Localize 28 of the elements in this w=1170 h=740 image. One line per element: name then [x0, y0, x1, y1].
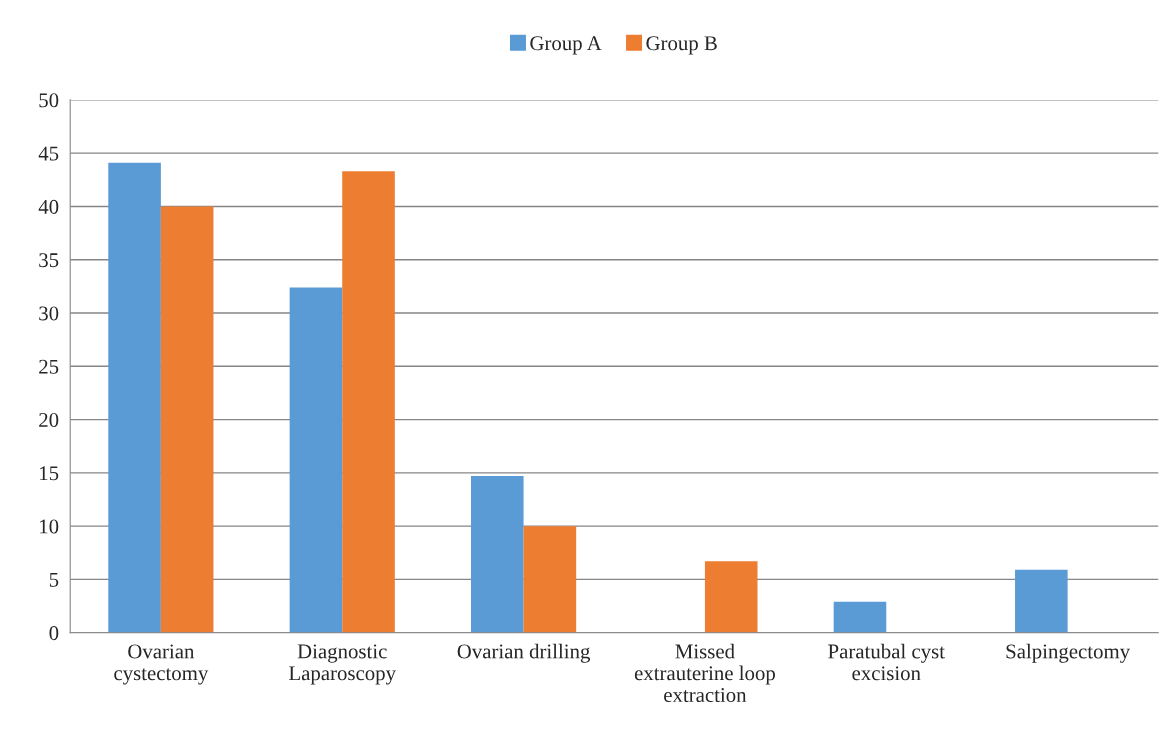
x-tick-label: Paratubal cyst excision	[828, 643, 945, 681]
bar	[342, 171, 395, 633]
x-tick-label: Ovarian cystectomy	[114, 644, 209, 685]
y-tick-label: 5	[49, 573, 59, 587]
bar	[160, 206, 214, 633]
y-tick-label: 20	[39, 412, 59, 428]
legend-label: Group B	[646, 36, 717, 55]
x-tick-label: Ovarian drilling	[457, 643, 590, 663]
bar	[704, 561, 758, 633]
y-tick-label: 35	[39, 253, 59, 268]
bar	[289, 287, 343, 633]
legend-label: Group A	[530, 36, 602, 55]
bar	[1015, 569, 1068, 633]
bar	[470, 476, 524, 633]
bar	[833, 601, 887, 633]
x-tick-label: Diagnostic Laparoscopy	[289, 644, 396, 685]
y-tick-label: 10	[40, 519, 59, 534]
bar	[523, 526, 577, 633]
x-tick-label: Missed extrauterine loop extraction	[634, 643, 775, 703]
y-tick-label: 0	[49, 626, 59, 641]
y-tick-label: 40	[38, 199, 59, 214]
y-tick-label: 25	[39, 359, 59, 374]
y-tick-label: 30	[39, 306, 59, 321]
y-tick-label: 45	[38, 146, 59, 161]
y-tick-label: 15	[40, 466, 59, 481]
bar	[108, 162, 161, 633]
y-tick-label: 50	[39, 93, 59, 108]
x-tick-label: Salpingectomy	[1006, 643, 1131, 663]
